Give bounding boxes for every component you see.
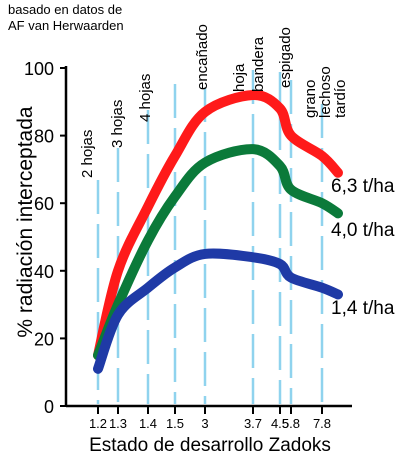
stage-label-4-hojas: 4 hojas bbox=[137, 74, 154, 122]
series-6-3-t-ha-point-5 bbox=[249, 91, 257, 100]
series-1-4-t-ha-point-1 bbox=[114, 310, 122, 319]
series-6-3-t-ha-point-9 bbox=[334, 168, 342, 177]
series-4-0-t-ha-line bbox=[93, 144, 343, 361]
labels-group: 0 20 40 60 80 100 1.2 1.3 1.4 1.5 3 3.7 4.55.8 7.8 Est… bbox=[14, 24, 395, 456]
series-1-4-t-ha-point-8 bbox=[318, 283, 326, 292]
series-6-3-t-ha-point-7 bbox=[287, 131, 295, 140]
series-4-0-t-ha-point-4 bbox=[201, 158, 209, 167]
series-1-4-t-ha-line bbox=[93, 248, 343, 374]
x-tick-label-3-7: 3.7 bbox=[244, 416, 262, 431]
series-1-4-t-ha-point-9 bbox=[334, 290, 342, 299]
series-4-0-t-ha-point-3 bbox=[171, 192, 179, 201]
stage-label-2-hojas: 2 hojas bbox=[79, 130, 96, 178]
stage-label-hoja-bandera-1: hoja bbox=[231, 63, 248, 92]
x-axis-label: Estado de desarrollo Zadoks bbox=[89, 435, 331, 456]
series-1-4-t-ha-point-6 bbox=[276, 260, 284, 269]
x-tick-label-4-5: 4.5 bbox=[271, 416, 289, 431]
x-tick-label-1-2: 1.2 bbox=[89, 416, 107, 431]
y-tick-label-80: 80 bbox=[34, 127, 54, 147]
y-tick-label-0: 0 bbox=[44, 397, 54, 417]
stage-label-3-hojas: 3 hojas bbox=[109, 100, 126, 148]
x-tick-label-1-4: 1.4 bbox=[139, 416, 157, 431]
series-6-3-t-ha-line bbox=[93, 90, 343, 361]
credit-line-2: AF van Herwaarden bbox=[8, 18, 124, 33]
series-1-4-t-ha-point-7 bbox=[287, 273, 295, 282]
stage-label-grano-lechoso-tard-o-1: grano bbox=[302, 80, 319, 118]
series-label-1-4-t-ha: 1,4 t/ha bbox=[331, 298, 395, 319]
stage-label-enca-ado: encañado bbox=[194, 24, 211, 90]
series-6-3-t-ha-point-2 bbox=[144, 202, 152, 211]
series-1-4-t-ha-point-5 bbox=[249, 253, 257, 262]
series-4-0-t-ha-point-8 bbox=[318, 199, 326, 208]
x-tick-label-7-8: 7.8 bbox=[313, 416, 331, 431]
stage-label-hoja-bandera-2: bandera bbox=[250, 36, 267, 92]
series-4-0-t-ha-point-2 bbox=[144, 236, 152, 245]
x-tick-label-1-5: 1.5 bbox=[166, 416, 184, 431]
series-1-4-t-ha-point-3 bbox=[171, 263, 179, 272]
series-label-4-0-t-ha: 4,0 t/ha bbox=[331, 220, 395, 241]
series-6-3-t-ha-point-3 bbox=[171, 151, 179, 160]
series-1-4-t-ha-point-4 bbox=[201, 249, 209, 258]
credit-line-1: basado en datos de bbox=[8, 2, 123, 17]
series-group bbox=[93, 90, 343, 374]
y-tick-label-20: 20 bbox=[34, 329, 54, 349]
series-6-3-t-ha-point-6 bbox=[276, 104, 284, 113]
series-4-0-t-ha-point-5 bbox=[249, 145, 257, 154]
y-tick-label-100: 100 bbox=[24, 59, 54, 79]
series-1-4-t-ha-point-0 bbox=[94, 364, 102, 373]
series-label-6-3-t-ha: 6,3 t/ha bbox=[331, 176, 395, 197]
y-axis-label: % radiación interceptada bbox=[14, 106, 37, 337]
stage-label-grano-lechoso-tard-o-3: tardío bbox=[332, 80, 349, 118]
series-1-4-t-ha-point-2 bbox=[144, 283, 152, 292]
series-6-3-t-ha-point-8 bbox=[318, 151, 326, 160]
stage-label-espigado: espigado bbox=[277, 27, 294, 88]
x-tick-label-1-3: 1.3 bbox=[109, 416, 127, 431]
series-6-3-t-ha-point-1 bbox=[114, 266, 122, 275]
stage-label-grano-lechoso-tard-o-2: lechoso bbox=[317, 66, 334, 118]
series-6-3-t-ha-point-4 bbox=[201, 107, 209, 116]
series-4-0-t-ha-point-9 bbox=[334, 209, 342, 218]
series-4-0-t-ha-point-6 bbox=[276, 162, 284, 171]
axes bbox=[60, 66, 352, 414]
y-tick-label-40: 40 bbox=[34, 262, 54, 282]
stage-lines bbox=[96, 70, 324, 404]
series-4-0-t-ha-point-7 bbox=[287, 185, 295, 194]
x-tick-label-3: 3 bbox=[201, 416, 208, 431]
y-tick-label-60: 60 bbox=[34, 194, 54, 214]
x-tick-label-5-8: 5.8 bbox=[282, 416, 300, 431]
